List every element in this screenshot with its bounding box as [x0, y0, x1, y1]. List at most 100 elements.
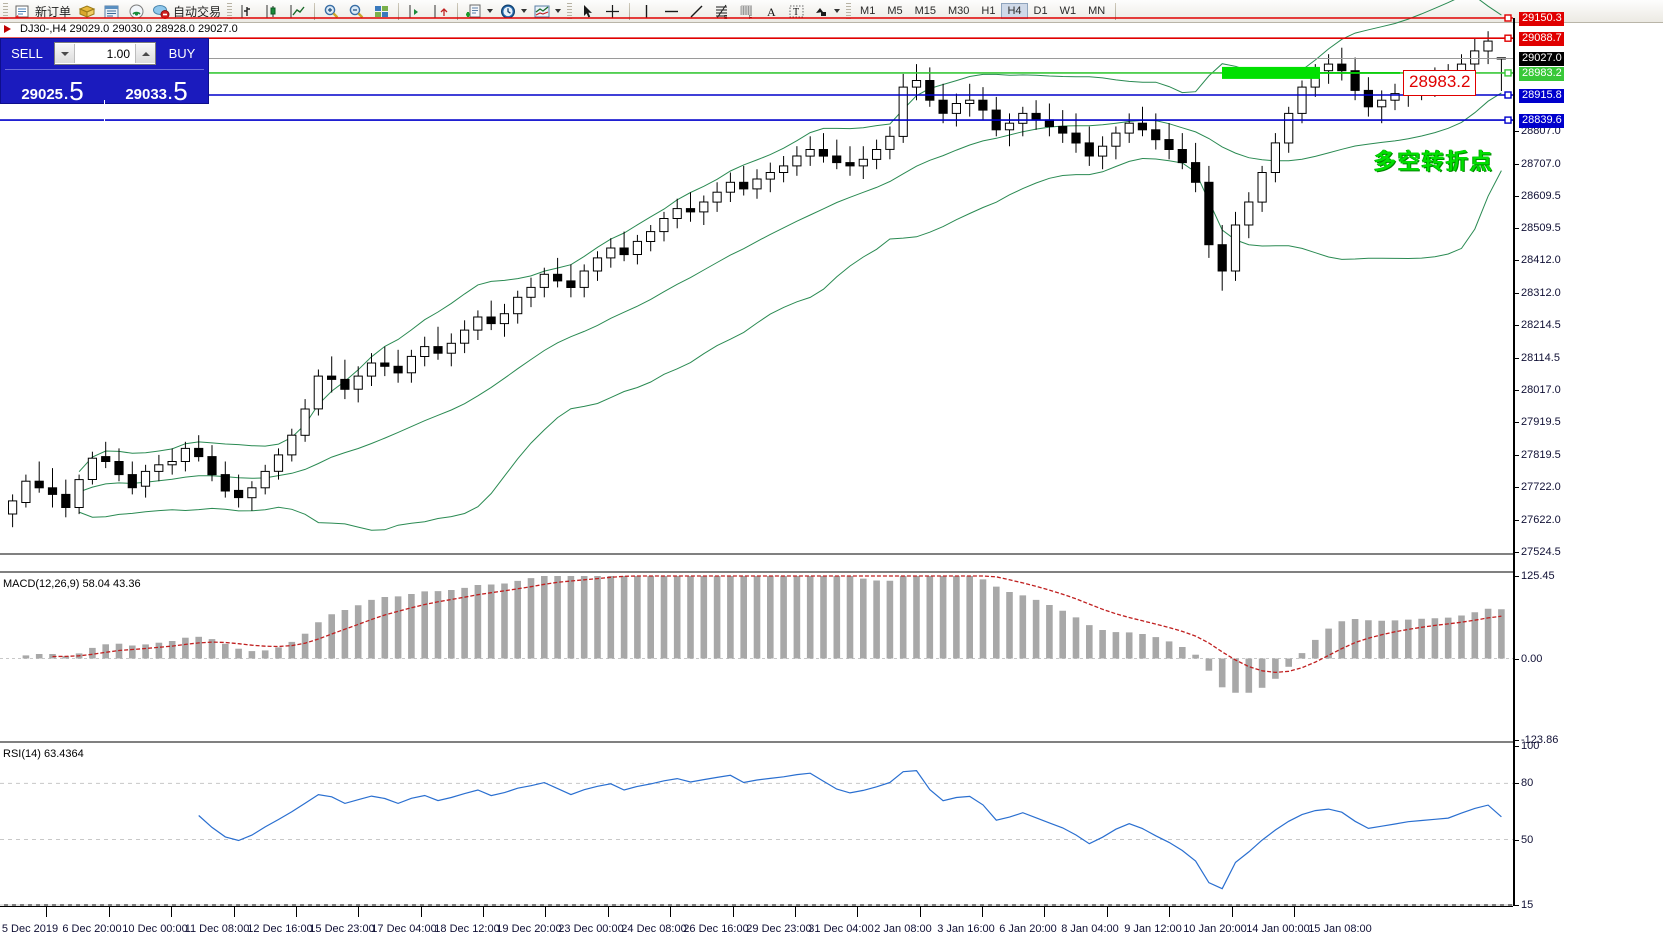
timeframe-button-h1[interactable]: H1 — [981, 5, 996, 17]
time-tick-mark — [296, 907, 297, 917]
text-label-button[interactable]: T — [784, 1, 809, 21]
time-tick-mark — [1294, 907, 1295, 917]
triangle-up-icon — [141, 51, 150, 56]
sell-price-sep: . — [64, 86, 69, 103]
time-tick-label: 15 Jan 08:00 — [1308, 923, 1372, 935]
text-icon: A — [762, 3, 781, 20]
volume-value[interactable]: 1.00 — [106, 46, 130, 61]
horizontal-line-button[interactable] — [659, 1, 684, 21]
time-tick-mark — [421, 907, 422, 917]
buy-button[interactable]: BUY — [168, 45, 196, 61]
timeframe-button-m30[interactable]: M30 — [948, 5, 970, 17]
price-label-pivot[interactable]: 28983.2 — [1519, 67, 1564, 81]
svg-text:A: A — [767, 5, 776, 19]
toolbar-grip[interactable] — [3, 2, 8, 20]
rsi-tick: 50 — [1515, 834, 1533, 846]
time-tick-label: 23 Dec 00:00 — [558, 923, 624, 935]
zoom-in-icon — [322, 3, 341, 20]
price-label-support[interactable]: 28915.8 — [1519, 89, 1564, 103]
price-tick: 27919.5 — [1515, 416, 1561, 428]
toolbar-grip-2[interactable] — [227, 2, 233, 20]
time-tick-label: 11 Dec 08:00 — [184, 923, 250, 935]
candlestick-chart-button[interactable] — [260, 1, 285, 21]
time-tick-mark — [1107, 907, 1108, 917]
data-window-button[interactable] — [99, 1, 124, 21]
autotrade-button[interactable]: 自动交易 — [149, 1, 224, 21]
signal-button[interactable] — [124, 1, 149, 21]
time-tick-label: 26 Dec 16:00 — [683, 923, 749, 935]
rsi-title: RSI(14) 63.4364 — [3, 748, 84, 760]
toolbar-grip-3[interactable] — [567, 2, 573, 20]
time-tick-label: 17 Dec 04:00 — [371, 923, 437, 935]
time-tick-label: 3 Jan 16:00 — [937, 923, 995, 935]
chart-shift-button[interactable] — [403, 1, 428, 21]
price-label-current-price[interactable]: 29027.0 — [1519, 52, 1564, 66]
fibonacci-icon: E — [712, 3, 731, 20]
toolbar-grip-4[interactable] — [846, 2, 852, 20]
volume-stepper[interactable]: 1.00 — [54, 42, 156, 65]
price-label-resistance[interactable]: 29088.7 — [1519, 32, 1564, 46]
bar-chart-button[interactable] — [235, 1, 260, 21]
time-tick-mark — [483, 907, 484, 917]
time-tick-mark — [1169, 907, 1170, 917]
fibonacci-button[interactable]: E — [709, 1, 734, 21]
one-click-trading-panel[interactable]: SELL 1.00 BUY 29025 . 5 29033 . 5 — [0, 38, 209, 133]
chevron-down-icon-2[interactable] — [521, 9, 528, 13]
tile-windows-button[interactable] — [369, 1, 394, 21]
zoom-in-button[interactable] — [319, 1, 344, 21]
new-order-icon — [14, 3, 33, 20]
price-tick: 28114.5 — [1515, 352, 1560, 364]
toolbar-separator-3 — [457, 2, 459, 20]
signal-icon — [127, 3, 146, 20]
timeframe-group: M1 M5 M15 M30 H1 H4 D1 W1 MN — [854, 3, 1111, 19]
price-tick: 28312.0 — [1515, 287, 1561, 299]
data-window-icon — [102, 3, 121, 20]
sell-button[interactable]: SELL — [11, 45, 43, 61]
volume-decrease-button[interactable] — [55, 44, 75, 63]
timeframe-button-w1[interactable]: W1 — [1059, 5, 1077, 17]
line-chart-button[interactable] — [285, 1, 310, 21]
cursor-button[interactable] — [575, 1, 600, 21]
time-tick-label: 19 Dec 20:00 — [496, 923, 562, 935]
price-tick: 28214.5 — [1515, 319, 1561, 331]
time-tick-label: 6 Jan 20:00 — [999, 923, 1057, 935]
price-label-support[interactable]: 28839.6 — [1519, 114, 1564, 128]
volume-increase-button[interactable] — [135, 44, 155, 63]
price-label-resistance[interactable]: 29150.3 — [1519, 12, 1564, 26]
timeframe-button-m15[interactable]: M15 — [914, 5, 936, 17]
autotrade-label: 自动交易 — [173, 4, 222, 19]
time-axis: 5 Dec 2019 6 Dec 20:00 10 Dec 00:00 11 Dec … — [0, 906, 1513, 946]
crosshair-button[interactable] — [600, 1, 625, 21]
trendline-button[interactable] — [684, 1, 709, 21]
pivot-price-tag[interactable]: 28983.2 — [1403, 70, 1477, 96]
add-indicator-button[interactable] — [462, 1, 496, 21]
timeframe-button-mn[interactable]: MN — [1088, 5, 1106, 17]
time-tick-mark — [1232, 907, 1233, 917]
shapes-button[interactable] — [809, 1, 843, 21]
zoom-out-button[interactable] — [344, 1, 369, 21]
rsi-tick: 80 — [1515, 777, 1533, 789]
chevron-down-icon[interactable] — [487, 9, 494, 13]
new-order-button[interactable]: 新订单 — [11, 1, 74, 21]
timeframe-button-m1[interactable]: M1 — [860, 5, 876, 17]
auto-scroll-button[interactable] — [428, 1, 453, 21]
vertical-line-button[interactable] — [634, 1, 659, 21]
sell-price-frac: 5 — [69, 76, 84, 106]
timeframe-button-m5[interactable]: M5 — [887, 5, 903, 17]
timeframe-button-h4[interactable]: H4 — [1001, 3, 1028, 19]
templates-button[interactable] — [530, 1, 564, 21]
expert-advisor-button[interactable] — [74, 1, 99, 21]
toolbar-separator-1 — [314, 2, 316, 20]
text-button[interactable]: A — [759, 1, 784, 21]
sell-price[interactable]: 29025 . 5 — [1, 69, 104, 104]
chevron-down-icon-4[interactable] — [834, 9, 841, 13]
period-button[interactable] — [496, 1, 530, 21]
buy-price[interactable]: 29033 . 5 — [105, 69, 208, 104]
price-tick: 28807.0 — [1515, 125, 1561, 137]
svg-text:E: E — [724, 15, 728, 20]
fibonacci-fan-button[interactable]: F — [734, 1, 759, 21]
timeframe-button-d1[interactable]: D1 — [1033, 5, 1048, 17]
chevron-down-icon-3[interactable] — [555, 9, 562, 13]
time-tick-label: 31 Dec 04:00 — [808, 923, 874, 935]
